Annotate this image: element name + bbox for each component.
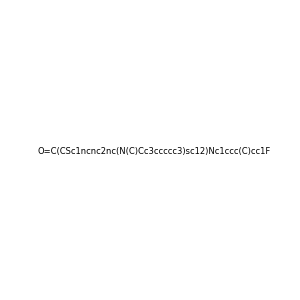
- Text: O=C(CSc1ncnc2nc(N(C)Cc3ccccc3)sc12)Nc1ccc(C)cc1F: O=C(CSc1ncnc2nc(N(C)Cc3ccccc3)sc12)Nc1cc…: [37, 147, 270, 156]
